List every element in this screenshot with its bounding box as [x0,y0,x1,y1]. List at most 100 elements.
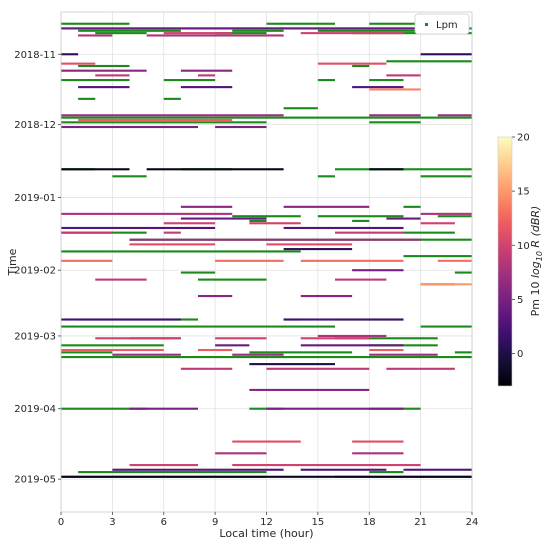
pm-segment [146,168,284,171]
lpm-segment [403,255,472,258]
lpm-segment [61,79,130,82]
pm-segment [112,468,284,471]
pm-segment [61,27,455,30]
pm-segment [317,62,387,65]
lpm-segment [163,79,216,82]
pm-segment [300,32,404,35]
pm-segment [198,348,233,352]
pm-segment [369,88,421,91]
pm-segment [198,294,233,298]
lpm-segment [369,79,404,82]
lpm-segment [352,64,370,68]
lpm-segment [420,175,472,178]
lpm-segment [198,278,267,281]
lpm-segment [112,175,147,178]
pm-segment [437,259,472,262]
x-tick-label: 9 [212,517,218,528]
pm-segment [266,407,404,410]
pm-segment [420,212,472,215]
lpm-segment [437,215,472,218]
colorbar-ticks: 0 5 10 15 20 [512,133,530,360]
legend-marker [425,23,428,26]
colorbar-label-log: log [529,261,542,278]
pm-segment [300,468,387,471]
pm-segment [163,231,181,234]
pm-segment [369,353,438,356]
pm-segment [61,62,96,65]
lpm-segment [232,215,301,218]
colorbar-tick-label: 5 [517,295,523,306]
lpm-segment [317,175,335,178]
lpm-segment [61,250,301,253]
lpm-segment [61,344,164,347]
pm-segment [283,318,404,321]
colorbar-label-prefix: Pm 10 [529,278,542,316]
pm-segment [180,86,233,89]
pm-segment [163,32,233,35]
pm-segment [129,463,198,467]
pm-segment [369,114,421,117]
lpm-segment [249,351,353,354]
lpm-segment [78,29,181,32]
pm-segment [335,278,387,281]
pm-segment [215,125,267,129]
lpm-segment [61,121,267,124]
lpm-segment [61,407,147,410]
lpm-segment [232,29,284,32]
pm-segment [78,118,233,122]
colorbar-tick-label: 20 [517,133,530,144]
pm-segment [386,217,421,220]
lpm-segment [403,205,421,208]
pm-segment [215,337,267,340]
lpm-segment [249,219,267,222]
pm-segment [180,205,233,208]
pm-segment [61,168,130,171]
lpm-segment [78,471,267,474]
pm-segment [300,259,404,262]
pm-segment [129,243,216,246]
pm-segment [403,468,472,471]
lpm-segment [386,60,472,63]
x-tick-label: 3 [109,517,115,528]
lpm-segment [61,325,335,328]
lpm-segment [78,64,130,68]
pm-segment [266,243,353,246]
pm-segment [232,463,421,467]
pm-segment [112,353,181,356]
pm-segment [129,238,421,241]
pm-segment [369,348,404,352]
pm-segment [95,337,181,340]
pm-segment [300,337,370,340]
x-axis-ticks: 0 3 6 9 12 15 18 21 24 [58,512,479,528]
lpm-segment [369,22,421,25]
pm-segment [129,407,198,410]
lpm-segment [352,32,472,35]
pm-segment [61,259,113,262]
pm-segment [61,114,284,117]
lpm-segment [61,116,472,119]
pm-segment [61,318,181,321]
lpm-segment [403,231,455,234]
pm-segment [283,226,404,230]
pm-segment [352,440,404,443]
pm-segment [180,69,233,72]
lpm-segment [317,215,404,218]
lpm-segment [61,351,113,354]
pm-segment [420,53,472,56]
pm-segment [215,452,267,455]
legend-label: Lpm [436,20,458,31]
y-tick-label: 2018-11 [14,50,56,61]
pm-segment [61,69,147,72]
pm-segment [283,248,353,251]
lpm-segment [163,97,181,100]
pm-segment [249,388,370,391]
colorbar-label-unit: (dBR) [529,206,542,237]
pm-segment [198,74,216,77]
pm-segment [283,205,370,208]
y-tick-label: 2019-03 [14,331,56,342]
lpm-segment [454,271,472,274]
x-tick-label: 15 [312,517,325,528]
x-tick-label: 24 [466,517,479,528]
